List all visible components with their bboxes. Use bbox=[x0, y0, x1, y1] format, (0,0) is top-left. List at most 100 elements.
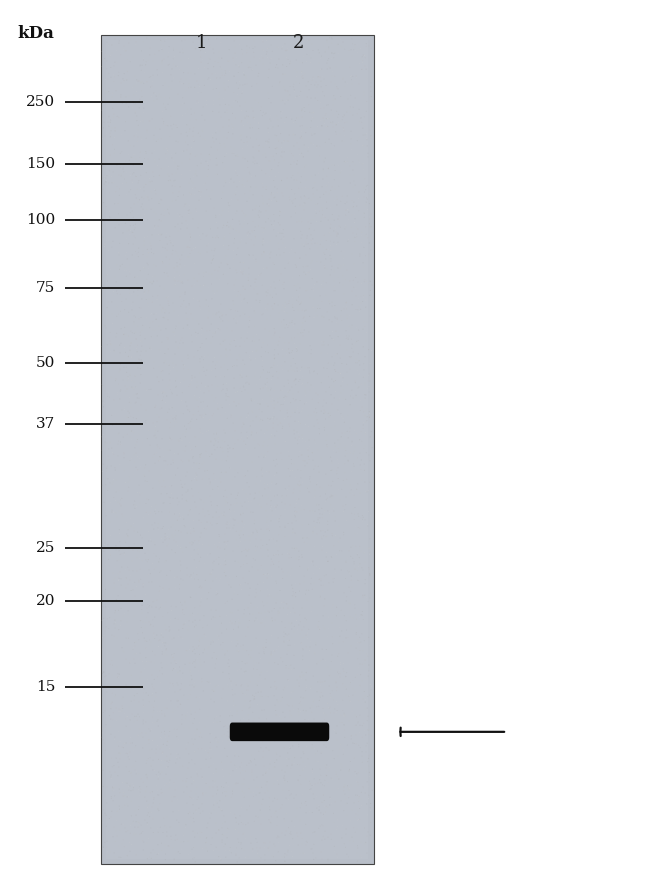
Point bbox=[235, 370, 245, 385]
Point bbox=[237, 582, 247, 596]
Point bbox=[350, 685, 361, 699]
Point bbox=[196, 526, 206, 540]
Point bbox=[262, 664, 272, 679]
Point bbox=[98, 631, 108, 645]
Point bbox=[351, 35, 361, 50]
Point bbox=[266, 554, 276, 568]
Point bbox=[222, 831, 232, 845]
Point bbox=[254, 812, 264, 827]
Point bbox=[304, 48, 315, 62]
Point bbox=[343, 337, 353, 351]
Point bbox=[194, 193, 204, 207]
Point bbox=[302, 719, 312, 734]
Point bbox=[202, 477, 213, 491]
Point bbox=[278, 299, 288, 313]
Point bbox=[362, 315, 372, 330]
Point bbox=[127, 248, 138, 262]
Point bbox=[345, 478, 356, 492]
Point bbox=[287, 194, 297, 208]
Point bbox=[320, 525, 331, 539]
Point bbox=[318, 399, 328, 413]
Point bbox=[263, 365, 273, 379]
Point bbox=[185, 502, 196, 517]
Point bbox=[101, 179, 112, 193]
Point bbox=[113, 743, 124, 758]
Point bbox=[157, 765, 167, 779]
Point bbox=[277, 429, 287, 443]
Point bbox=[354, 610, 365, 625]
Point bbox=[302, 562, 313, 576]
Point bbox=[98, 230, 108, 245]
Point bbox=[156, 740, 166, 754]
Point bbox=[319, 423, 330, 437]
Point bbox=[132, 113, 142, 128]
Point bbox=[298, 150, 309, 164]
Point bbox=[361, 36, 371, 51]
Point bbox=[116, 498, 126, 512]
Point bbox=[348, 501, 359, 516]
Point bbox=[332, 680, 342, 695]
Point bbox=[127, 759, 137, 773]
Point bbox=[315, 95, 326, 109]
Point bbox=[280, 434, 291, 448]
Point bbox=[163, 174, 174, 188]
Point bbox=[315, 719, 326, 734]
Point bbox=[332, 600, 342, 614]
Point bbox=[192, 380, 202, 394]
Point bbox=[162, 332, 173, 346]
Point bbox=[125, 778, 136, 792]
Point bbox=[329, 263, 339, 277]
Point bbox=[113, 197, 124, 211]
Point bbox=[311, 699, 322, 713]
Point bbox=[99, 611, 109, 626]
Point bbox=[255, 700, 265, 714]
Point bbox=[140, 474, 151, 488]
Point bbox=[333, 107, 344, 121]
Point bbox=[159, 114, 169, 128]
Point bbox=[124, 745, 135, 759]
Point bbox=[225, 338, 235, 352]
Point bbox=[279, 245, 289, 260]
Point bbox=[315, 289, 326, 303]
Point bbox=[214, 843, 224, 858]
Point bbox=[362, 139, 372, 153]
Point bbox=[140, 662, 150, 676]
Point bbox=[316, 80, 326, 94]
Point bbox=[266, 849, 277, 863]
Point bbox=[105, 548, 116, 562]
Point bbox=[257, 792, 268, 806]
Point bbox=[146, 758, 156, 772]
Point bbox=[346, 464, 356, 478]
Point bbox=[265, 636, 275, 650]
Point bbox=[195, 354, 205, 369]
Point bbox=[222, 131, 232, 145]
Point bbox=[221, 266, 231, 280]
Point bbox=[323, 407, 333, 421]
Point bbox=[194, 317, 204, 331]
Point bbox=[209, 46, 219, 60]
Point bbox=[257, 221, 267, 235]
Point bbox=[115, 747, 125, 761]
Point bbox=[326, 254, 336, 268]
Point bbox=[259, 645, 269, 659]
Point bbox=[237, 318, 248, 332]
Point bbox=[174, 62, 185, 76]
Point bbox=[363, 789, 374, 803]
Point bbox=[151, 768, 161, 782]
Point bbox=[108, 110, 118, 124]
Point bbox=[363, 723, 373, 737]
Point bbox=[326, 252, 336, 266]
Point bbox=[318, 819, 328, 833]
Point bbox=[353, 812, 363, 827]
Point bbox=[316, 404, 326, 418]
Point bbox=[301, 268, 311, 282]
Point bbox=[364, 541, 374, 556]
Point bbox=[269, 726, 280, 740]
Point bbox=[220, 174, 231, 188]
Point bbox=[263, 512, 273, 526]
Point bbox=[273, 119, 283, 133]
Point bbox=[155, 450, 166, 464]
Point bbox=[310, 647, 320, 661]
Point bbox=[329, 332, 339, 346]
Point bbox=[133, 119, 144, 133]
